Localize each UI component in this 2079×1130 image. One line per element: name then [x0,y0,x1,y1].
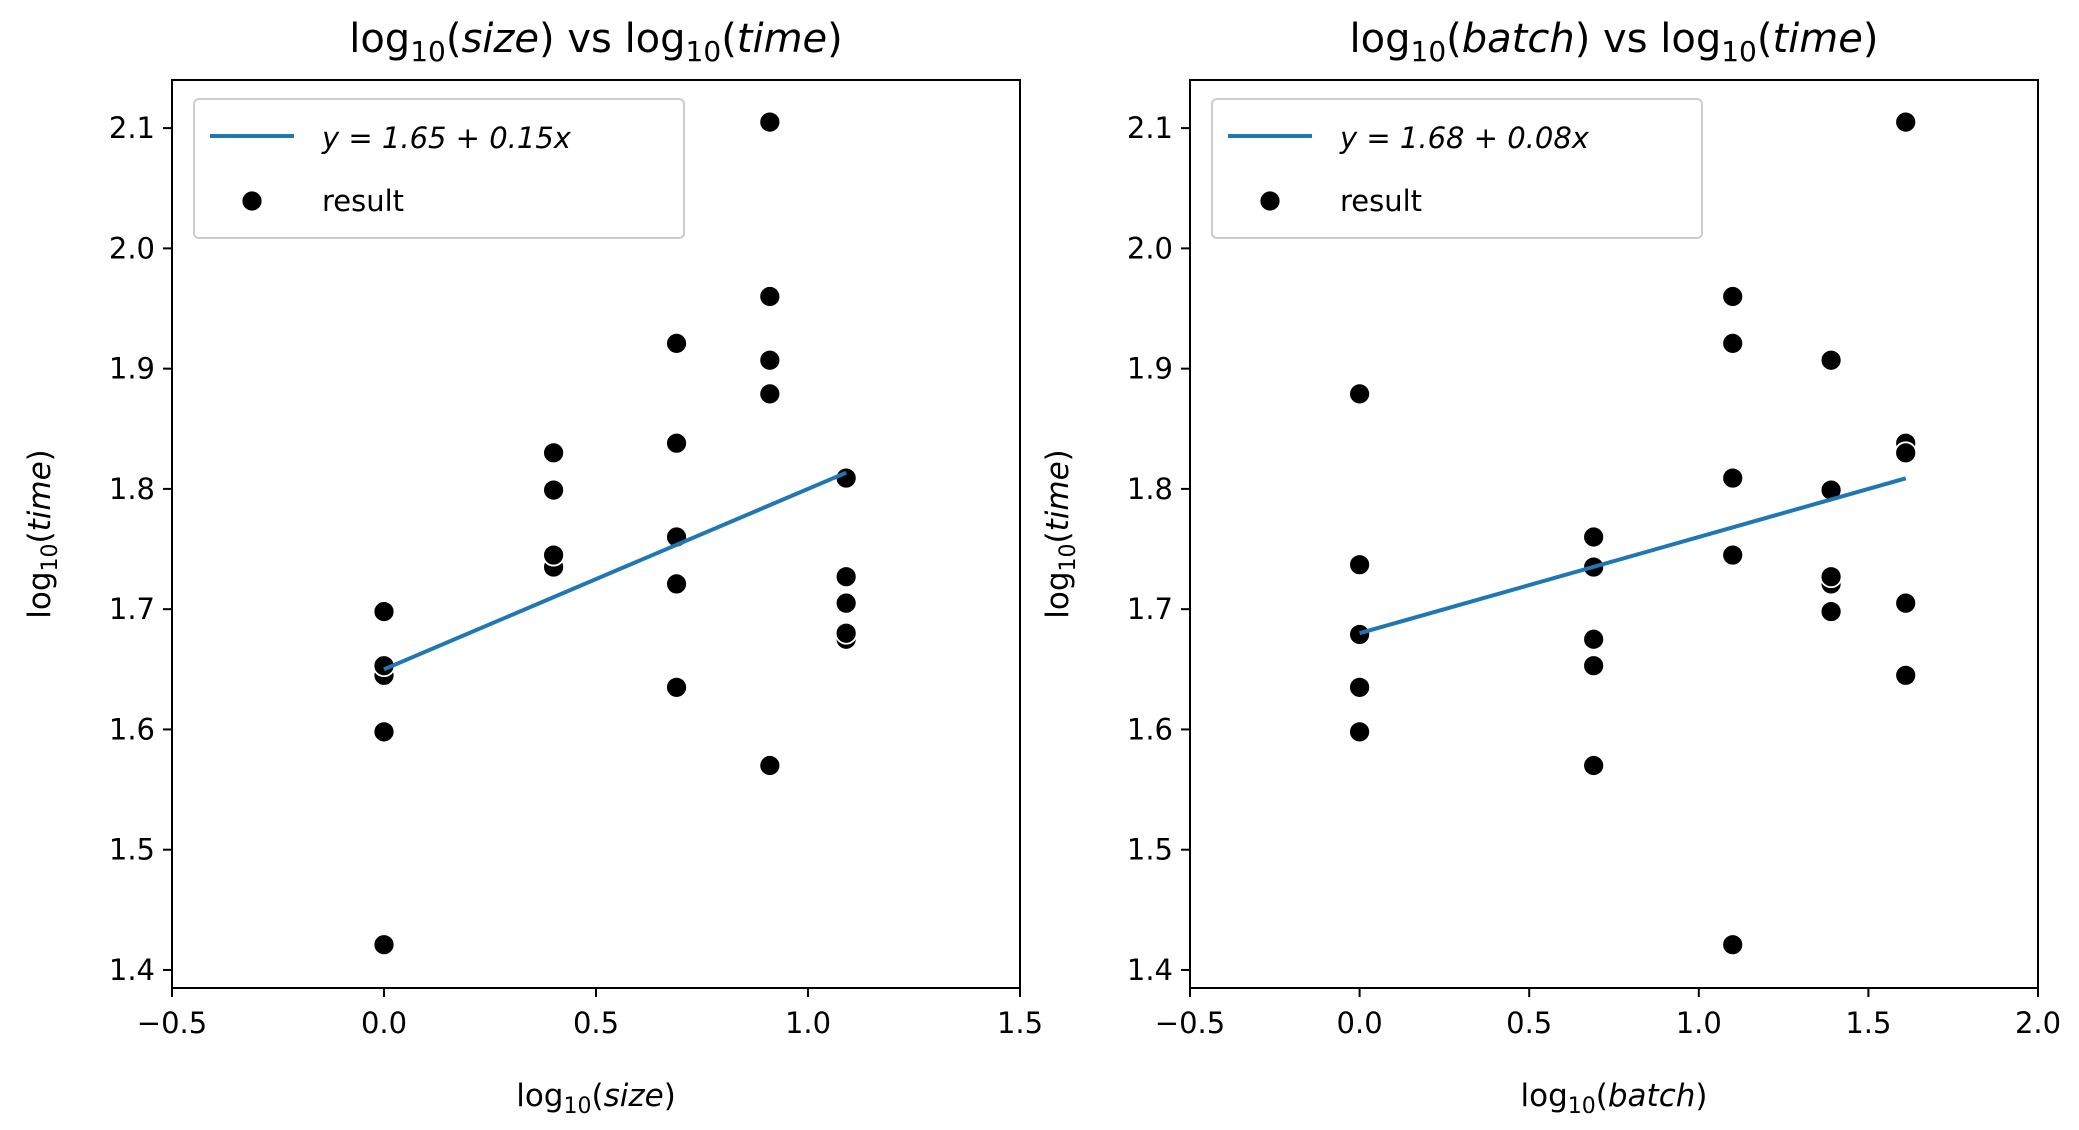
data-point [834,466,858,490]
data-point [834,621,858,645]
y-tick-label: 2.1 [1127,111,1173,145]
data-point [1819,600,1843,623]
x-axis-label: log10(size) [516,1078,676,1119]
legend-fit-label: y = 1.65 + 0.15x [321,121,572,155]
data-point [1894,441,1918,465]
data-point [665,572,688,596]
chart-title: log10(batch) vs log10(time) [1350,16,1879,68]
data-point [1582,654,1606,678]
regression-line [1359,476,1907,636]
x-tick-label: 2.0 [2015,1006,2061,1040]
x-tick-label: 1.5 [1845,1006,1891,1040]
legend-box [193,98,685,239]
data-point [665,431,688,455]
data-point [372,720,396,744]
x-tick-label: −0.5 [137,1006,207,1040]
data-point [834,591,858,615]
y-tick-label: 1.6 [1127,712,1173,746]
data-point [758,110,782,134]
legend-result-label: result [1340,184,1422,218]
y-tick-label: 1.9 [1127,352,1173,386]
data-point [1894,591,1918,615]
y-tick-label: 2.1 [109,111,155,145]
x-tick-label: 1.5 [997,1006,1043,1040]
legend-point-swatch [1258,189,1282,213]
scatter-points [1348,110,1918,957]
x-tick-label: 1.0 [785,1006,831,1040]
regression-line [383,470,847,672]
x-tick-label: 1.0 [1676,1006,1722,1040]
data-point [1721,543,1745,567]
data-point [1348,623,1371,646]
y-tick-label: 1.7 [109,592,155,626]
data-point [1721,933,1745,957]
y-tick-label: 2.0 [1127,231,1173,265]
y-tick-label: 1.5 [109,833,155,867]
y-axis-label: log10(time) [1040,449,1081,619]
data-point [542,478,565,502]
legend-fit-label: y = 1.68 + 0.08x [1339,121,1590,155]
data-point [1721,331,1745,355]
data-point [758,382,782,406]
chart-panel-2: −0.5 0.0 0.5 1.0 1.5 2.0 1.4 1.5 1.6 1.7 1.8 1.9 2.0… [1040,16,2061,1119]
legend-result-label: result [322,184,404,218]
data-point [1721,285,1745,308]
data-point [542,441,565,465]
legend: y = 1.65 + 0.15x result [193,98,685,239]
legend-box [1211,98,1703,239]
data-point [758,285,782,308]
y-tick-label: 1.9 [109,352,155,386]
data-point [1348,675,1371,699]
data-point [1348,553,1371,577]
data-point [1894,110,1918,134]
y-tick-label: 1.4 [1127,953,1173,987]
plot-frame [1189,79,2039,989]
data-point [1348,382,1371,406]
x-tick-label: 0.0 [1337,1006,1383,1040]
y-tick-label: 1.5 [1127,833,1173,867]
y-tick-label: 1.8 [1127,472,1173,506]
x-tick-label: −0.5 [1155,1006,1225,1040]
x-tick-label: 0.5 [573,1006,619,1040]
chart-title: log10(size) vs log10(time) [349,16,843,68]
data-point [372,600,396,623]
chart-panel-1: −0.5 0.0 0.5 1.0 1.5 1.4 1.5 1.6 1.7 1.8 1.9 2.0 2.1… [22,16,1043,1119]
y-tick-label: 1.6 [109,712,155,746]
data-point [1819,565,1843,589]
data-point [1721,466,1745,490]
x-tick-label: 0.0 [361,1006,407,1040]
y-axis-label: log10(time) [22,449,63,619]
x-axis-label: log10(batch) [1520,1078,1707,1119]
data-point [372,933,396,957]
scatter-points [372,110,858,957]
y-tick-label: 1.4 [109,953,155,987]
y-tick-label: 2.0 [109,231,155,265]
legend-point-swatch [240,189,264,213]
data-point [1582,754,1606,777]
data-point [1582,525,1606,549]
data-point [834,565,858,589]
data-point [665,675,688,699]
data-point [1582,627,1606,651]
data-point [542,543,565,567]
data-point [1894,663,1918,687]
data-point [1819,348,1843,372]
legend: y = 1.68 + 0.08x result [1211,98,1703,239]
y-tick-label: 1.7 [1127,592,1173,626]
data-point [758,754,782,777]
x-tick-label: 0.5 [1506,1006,1552,1040]
data-point [665,331,688,355]
data-point [758,348,782,372]
data-point [1348,720,1371,744]
y-tick-label: 1.8 [109,472,155,506]
